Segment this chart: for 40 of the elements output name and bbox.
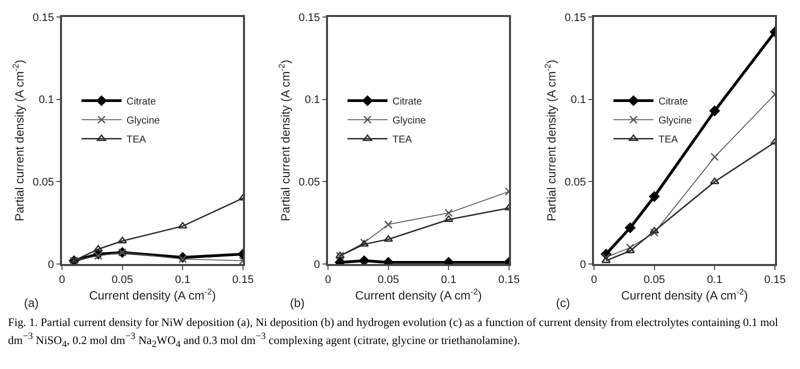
y-tick-label: 0.05 [564,176,586,189]
legend-label: Glycine [392,116,426,127]
y-tick-label: 0.1 [570,94,586,106]
y-tick-label: 0.1 [304,94,320,106]
text: Fig. 1. Partial current density for NiW deposition (a), Ni deposition (b) and hydrogen evolution (c) as a function of current density from electrolytes containing 0.1 mol dm$^{−3}$ NiSO$_{4}$, 0.2 mol dm$^{−3}$ Na$_{2}$WO$_{4}$ and 0.3 mol dm$^{−3}$ complexing agent (citrate, glycine or triethanolamine). [8,317,778,350]
y-tick-label: 0.15 [32,12,54,24]
legend-label: Glycine [658,116,692,127]
x-tick-label: 0.05 [378,274,400,286]
text: (a) [24,296,39,310]
legend-label: Citrate [126,96,156,108]
x-tick-label: 0.15 [232,274,254,286]
x-tick-label: 0.05 [112,274,134,286]
x-axis-title: Current density (A cm$^{-2}$) [89,286,216,302]
x-axis-title: Current density (A cm$^{-2}$) [621,286,748,302]
x-tick-label: 0.15 [764,274,786,286]
x-tick-label: 0.1 [175,274,190,286]
legend-label: Glycine [126,116,160,127]
x-axis-title: Current density (A cm$^{-2}$) [355,286,482,302]
y-tick-label: 0 [48,258,54,271]
x-tick-label: 0 [324,274,332,286]
legend-label: Citrate [392,96,422,108]
x-tick-label: 0 [58,274,66,286]
x-tick-label: 0.05 [644,274,666,286]
x-tick-label: 0.1 [441,274,456,286]
legend-label: Citrate [658,96,688,108]
text: (b) [290,296,305,310]
y-tick-label: 0.05 [298,176,320,189]
x-tick-label: 0 [590,274,598,286]
legend-label: TEA [658,134,678,146]
legend-label: TEA [392,134,412,146]
y-tick-label: 0.15 [564,12,586,24]
x-tick-label: 0.1 [707,274,722,286]
y-tick-label: 0 [314,258,320,271]
x-tick-label: 0.15 [498,274,520,286]
y-tick-label: 0.1 [38,94,54,106]
text: (c) [556,296,570,310]
y-tick-label: 0 [580,258,586,271]
y-tick-label: 0.15 [298,12,320,24]
legend-label: TEA [126,134,146,146]
y-tick-label: 0.05 [32,176,54,189]
